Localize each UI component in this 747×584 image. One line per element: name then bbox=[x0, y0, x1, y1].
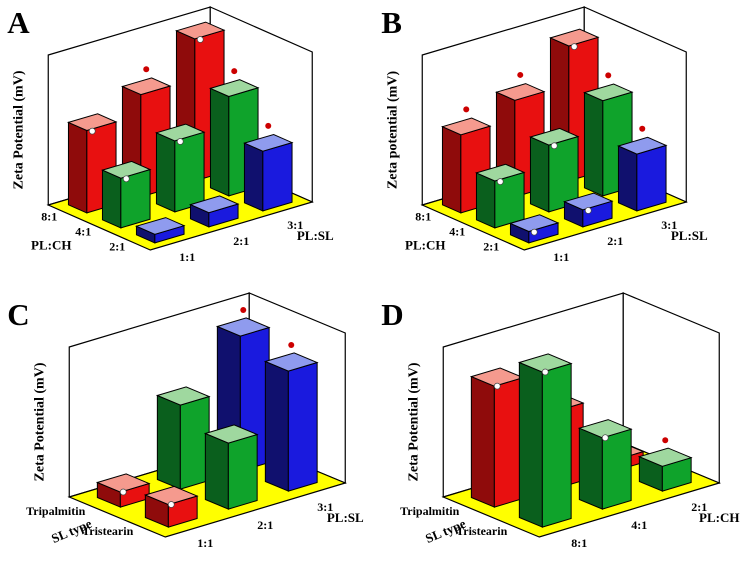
bar-Tripalmitin-1:1 bbox=[95, 473, 151, 508]
left-axis-tick: Tristearin bbox=[82, 524, 133, 538]
right-axis-tick: 2:1 bbox=[607, 234, 623, 248]
significance-dot-red bbox=[265, 122, 272, 129]
right-axis-tick: 8:1 bbox=[571, 536, 587, 550]
left-axis-tick: Tripalmitin bbox=[400, 504, 459, 518]
right-axis-title: PL:CH bbox=[699, 510, 739, 525]
right-axis-tick: 4:1 bbox=[631, 518, 647, 532]
data-dot-white bbox=[584, 207, 592, 214]
panel-letter: B bbox=[381, 5, 402, 40]
right-axis-tick: 3:1 bbox=[661, 218, 677, 232]
left-axis-tick: 8:1 bbox=[415, 210, 431, 224]
bar-2:1-2:1 bbox=[562, 192, 614, 228]
z-axis-label: Zeta potential (mV) bbox=[385, 71, 400, 190]
z-axis-label: Zeta Potential (mV) bbox=[406, 362, 421, 481]
left-axis-tick: Tripalmitin bbox=[26, 504, 85, 518]
left-axis-tick: 4:1 bbox=[75, 225, 91, 239]
bar-2:1-3:1 bbox=[616, 125, 667, 212]
right-axis-title: PL:SL bbox=[327, 510, 364, 525]
significance-dot-red bbox=[462, 106, 469, 113]
data-dot-white bbox=[196, 36, 204, 43]
left-axis-tick: 4:1 bbox=[449, 225, 465, 239]
data-dot-white bbox=[167, 501, 175, 508]
left-axis-title: PL:CH bbox=[405, 238, 445, 253]
panel-letter: A bbox=[7, 5, 30, 40]
right-axis-tick: 1:1 bbox=[553, 250, 569, 264]
significance-dot-red bbox=[638, 125, 645, 132]
bar-2:1-3:1 bbox=[242, 122, 294, 212]
right-axis-tick: 3:1 bbox=[287, 218, 303, 232]
right-axis-tick: 1:1 bbox=[197, 536, 213, 550]
left-axis-tick: 8:1 bbox=[41, 210, 57, 224]
data-dot-white bbox=[493, 382, 501, 390]
z-axis-label: Zeta Potential (mV) bbox=[11, 70, 26, 189]
bar-8:1-1:1 bbox=[440, 106, 491, 214]
significance-dot-red bbox=[240, 307, 247, 313]
panel-b-chart: 8:1 4:1 2:1 1:1 2:1 3:1 PL:CH PL:SL Zeta potenti… bbox=[381, 5, 708, 264]
right-axis-tick: 2:1 bbox=[691, 500, 707, 514]
right-axis-tick: 2:1 bbox=[233, 234, 249, 248]
bar-Tristearin-4:1 bbox=[577, 419, 633, 510]
right-axis-tick: 2:1 bbox=[257, 518, 273, 532]
z-axis-label: Zeta Potential (mV) bbox=[32, 362, 47, 481]
left-axis-tick: Tristearin bbox=[456, 524, 507, 538]
bar-4:1-2:1 bbox=[155, 123, 206, 213]
data-dot-white bbox=[88, 127, 96, 135]
panel-c-chart: Tripalmitin Tristearin 1:1 2:1 3:1 SL type PL:… bbox=[7, 292, 364, 550]
data-dot-white bbox=[176, 138, 184, 145]
right-axis-title: PL:SL bbox=[297, 228, 334, 243]
significance-dot-red bbox=[604, 72, 611, 79]
panel-letter: C bbox=[7, 297, 29, 332]
panel-letter: D bbox=[381, 297, 403, 332]
bar-2:1-1:1 bbox=[508, 214, 560, 244]
data-dot-white bbox=[530, 228, 538, 236]
bar-Tristearin-3:1 bbox=[263, 342, 319, 492]
left-axis-title: SL type bbox=[423, 516, 468, 546]
significance-dot-red bbox=[288, 342, 295, 348]
bar-Tristearin-8:1 bbox=[517, 353, 573, 528]
data-dot-white bbox=[550, 142, 558, 150]
data-dot-white bbox=[601, 434, 609, 442]
bar-4:1-2:1 bbox=[528, 127, 580, 213]
right-axis-tick: 1:1 bbox=[179, 250, 195, 264]
significance-dot-red bbox=[143, 66, 150, 73]
bar-2:1-2:1 bbox=[189, 195, 240, 228]
panel-a-chart: 8:1 4:1 2:1 1:1 2:1 3:1 PL:CH PL:SL Zeta Potenti… bbox=[7, 5, 334, 264]
data-dot-white bbox=[570, 43, 578, 50]
data-dot-white bbox=[119, 488, 127, 496]
left-axis-title: PL:CH bbox=[31, 238, 71, 253]
left-axis-tick: 2:1 bbox=[109, 240, 125, 254]
bar-Tristearin-2:1 bbox=[203, 424, 259, 510]
panel-d-chart: Tripalmitin Tristearin 8:1 4:1 2:1 SL type PL:… bbox=[381, 292, 739, 550]
significance-dot-red bbox=[661, 437, 668, 444]
data-dot-white bbox=[496, 178, 504, 185]
data-dot-white bbox=[122, 175, 130, 183]
significance-dot-red bbox=[516, 71, 523, 78]
bar-Tristearin-1:1 bbox=[143, 485, 199, 528]
bar-Tripalmitin-2:1 bbox=[155, 386, 211, 490]
right-axis-title: PL:SL bbox=[670, 228, 707, 243]
bar-2:1-1:1 bbox=[134, 217, 186, 244]
significance-dot-red bbox=[231, 68, 238, 75]
bar-Tristearin-2:1 bbox=[637, 437, 693, 492]
data-dot-white bbox=[541, 368, 549, 376]
right-axis-tick: 3:1 bbox=[317, 500, 333, 514]
left-axis-title: SL type bbox=[49, 516, 94, 546]
bar-4:1-1:1 bbox=[101, 160, 152, 229]
left-axis-tick: 2:1 bbox=[483, 240, 499, 254]
bar-Tripalmitin-8:1 bbox=[469, 367, 525, 508]
bar-4:1-1:1 bbox=[474, 163, 526, 229]
